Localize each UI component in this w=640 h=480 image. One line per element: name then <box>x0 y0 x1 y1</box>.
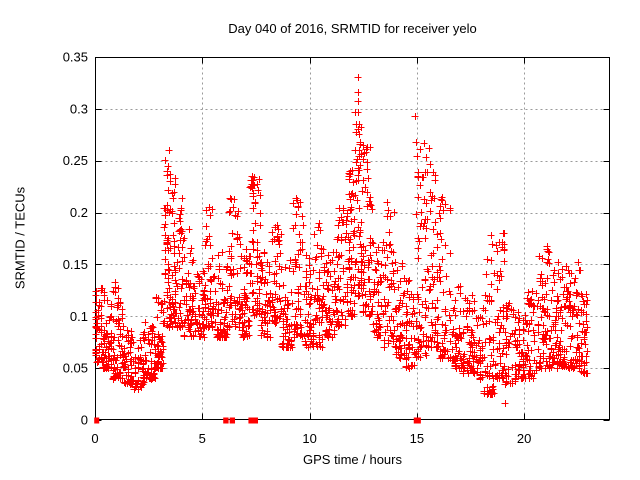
x-tick-label: 0 <box>91 431 98 446</box>
zero-value-cluster <box>253 417 259 424</box>
y-tick-label: 0.3 <box>70 101 88 116</box>
y-tick-label: 0.1 <box>70 309 88 324</box>
plot-border <box>95 57 610 420</box>
x-axis-label: GPS time / hours <box>303 452 402 467</box>
x-tick-label: 20 <box>517 431 531 446</box>
grid-lines <box>95 57 610 420</box>
tick-labels: 0 5 10 15 20 0 0.05 0.1 0.15 0.2 0.25 0.3 0.35 <box>63 50 532 447</box>
y-tick-label: 0.35 <box>63 50 88 65</box>
zero-value-cluster <box>94 417 100 424</box>
y-tick-label: 0 <box>81 413 88 428</box>
zero-value-cluster <box>223 417 229 424</box>
zero-value-cluster <box>248 417 255 424</box>
zero-value-cluster <box>229 417 236 424</box>
data-points <box>92 74 591 424</box>
y-tick-label: 0.2 <box>70 205 88 220</box>
scatter-plus-markers <box>92 74 591 407</box>
x-tick-label: 10 <box>302 431 316 446</box>
y-tick-label: 0.15 <box>63 257 88 272</box>
chart-title: Day 040 of 2016, SRMTID for receiver yel… <box>228 21 477 36</box>
y-tick-label: 0.25 <box>63 153 88 168</box>
x-tick-label: 5 <box>199 431 206 446</box>
x-tick-label: 15 <box>410 431 424 446</box>
zero-value-cluster <box>413 417 421 424</box>
y-tick-label: 0.05 <box>63 361 88 376</box>
